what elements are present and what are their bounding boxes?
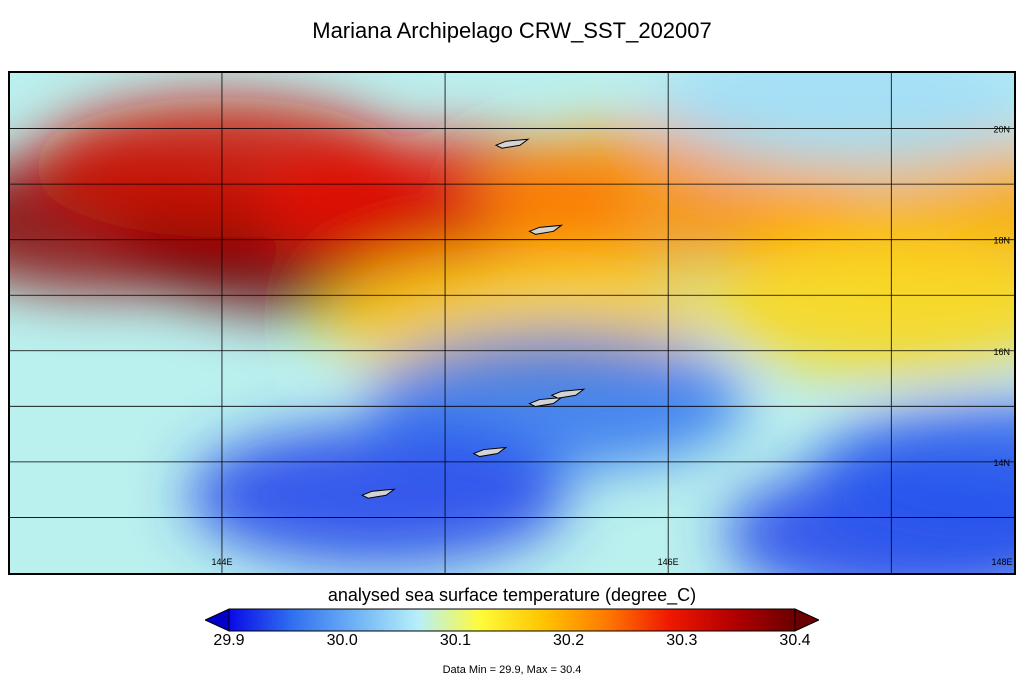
island-shape	[528, 396, 564, 408]
colorbar-under-arrow	[205, 608, 230, 632]
latitude-label: 16N	[993, 347, 1010, 357]
map-title: Mariana Archipelago CRW_SST_202007	[312, 18, 712, 43]
data-range-note: Data Min = 29.9, Max = 30.4	[442, 664, 582, 676]
islands	[360, 138, 586, 499]
sst-cell	[812, 403, 1014, 543]
sst-field	[10, 73, 1014, 573]
island-shape	[528, 224, 564, 235]
graticule	[10, 73, 1014, 573]
colorbar-tick-label: 30.4	[779, 632, 811, 649]
latitude-label: 20N	[993, 125, 1010, 135]
colorbar-tick-label: 30.1	[439, 632, 471, 649]
latitude-label: 14N	[993, 458, 1010, 468]
sst-map[interactable]: 144E 146E 148E 20N 18N 16N 14N	[8, 71, 1016, 575]
island-shape	[472, 446, 508, 458]
latitude-label: 18N	[993, 236, 1010, 246]
island-shape	[360, 488, 396, 499]
axis-labels: 144E 146E 148E 20N 18N 16N 14N	[211, 125, 1012, 567]
colorbar-gradient	[228, 608, 796, 632]
island-shape	[494, 138, 530, 149]
longitude-label: 144E	[211, 557, 232, 567]
sst-heatmap: 144E 146E 148E 20N 18N 16N 14N	[10, 73, 1014, 573]
sst-cell	[701, 236, 1014, 377]
colorbar-tick-label: 30.2	[553, 632, 585, 649]
island-shape	[550, 388, 586, 399]
colorbar-tick-label: 30.3	[666, 632, 698, 649]
colorbar-title: analysed sea surface temperature (degree…	[327, 585, 697, 605]
colorbar-tick-label: 29.9	[213, 632, 245, 649]
longitude-label: 148E	[991, 557, 1012, 567]
longitude-label: 146E	[658, 557, 679, 567]
colorbar	[205, 608, 819, 632]
colorbar-over-arrow	[794, 608, 819, 632]
colorbar-tick-label: 30.0	[326, 632, 358, 649]
sst-cell	[656, 73, 1014, 171]
